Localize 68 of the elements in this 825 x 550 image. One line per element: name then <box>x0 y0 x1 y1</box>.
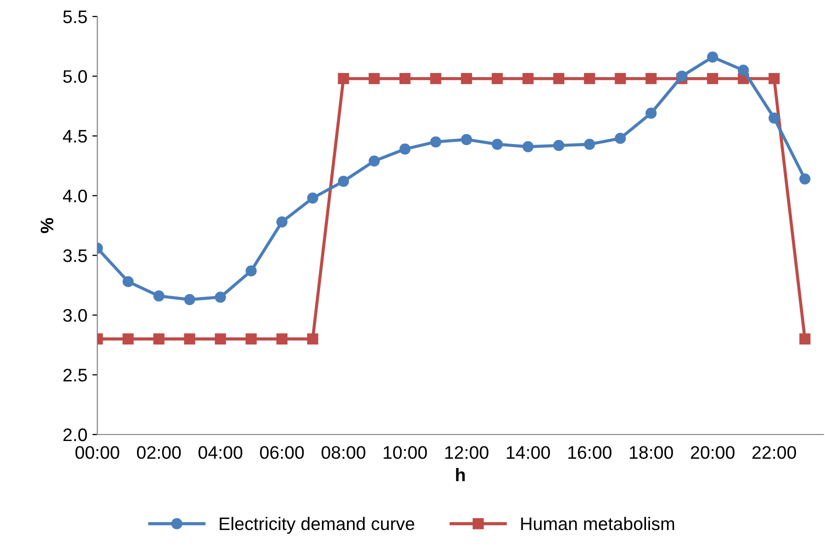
point <box>184 294 196 306</box>
point <box>646 108 657 119</box>
point <box>738 64 749 76</box>
point <box>430 136 442 148</box>
point <box>584 73 596 84</box>
x-tick-label: 16:00 <box>568 446 612 459</box>
x-axis-title: h <box>456 468 465 482</box>
point <box>492 138 503 150</box>
x-tick-label: 20:00 <box>690 446 734 459</box>
point <box>153 290 164 302</box>
point <box>276 216 288 228</box>
point <box>553 73 564 84</box>
point <box>676 70 688 82</box>
y-tick-label: 4.5 <box>62 130 87 143</box>
point <box>522 73 534 84</box>
point <box>399 73 411 84</box>
y-tick-label: 3.0 <box>63 309 87 322</box>
point <box>646 73 657 84</box>
point <box>276 333 288 345</box>
y-tick-label: 2.0 <box>63 428 87 442</box>
point <box>799 173 810 184</box>
point <box>707 73 718 84</box>
point <box>768 112 780 124</box>
y-tick-label: 4.0 <box>62 190 87 202</box>
point <box>522 141 534 152</box>
point <box>338 176 350 187</box>
x-tick-label: 14:00 <box>506 446 550 459</box>
y-tick-label: 5.0 <box>63 70 87 83</box>
legend-label: Electricity demand curve <box>220 516 414 534</box>
y-axis-title: % <box>40 218 54 234</box>
point <box>122 276 134 288</box>
point <box>614 73 626 84</box>
x-tick-label: 08:00 <box>322 446 366 459</box>
point <box>584 138 596 150</box>
point <box>214 292 226 303</box>
point <box>399 144 411 155</box>
point <box>307 192 318 204</box>
point <box>214 333 226 345</box>
y-tick-label: 3.5 <box>63 249 87 262</box>
x-tick-label: 06:00 <box>260 446 304 459</box>
x-tick-label: 18:00 <box>630 446 673 459</box>
legend-label: Human metabolism <box>521 516 674 530</box>
x-tick-label: 22:00 <box>752 446 796 459</box>
point <box>153 333 164 345</box>
x-tick-label: 12:00 <box>445 446 488 459</box>
x-tick-label: 02:00 <box>136 446 181 459</box>
point <box>307 333 318 345</box>
point <box>368 155 380 167</box>
point <box>492 73 503 84</box>
point <box>707 52 718 63</box>
point <box>768 73 780 84</box>
point <box>460 73 472 84</box>
point <box>460 134 472 146</box>
y-tick-label: 5.5 <box>63 10 87 24</box>
point <box>799 333 810 345</box>
point <box>553 140 564 152</box>
point <box>246 265 257 276</box>
point <box>246 333 257 345</box>
x-tick-label: 04:00 <box>198 446 242 459</box>
point <box>430 73 442 84</box>
point <box>122 333 134 345</box>
point <box>184 333 196 345</box>
point <box>614 132 626 144</box>
point <box>338 73 350 84</box>
x-tick-label: 10:00 <box>384 446 427 459</box>
x-tick-label: 00:00 <box>75 446 120 459</box>
y-tick-label: 2.5 <box>63 368 87 382</box>
point <box>368 73 380 84</box>
